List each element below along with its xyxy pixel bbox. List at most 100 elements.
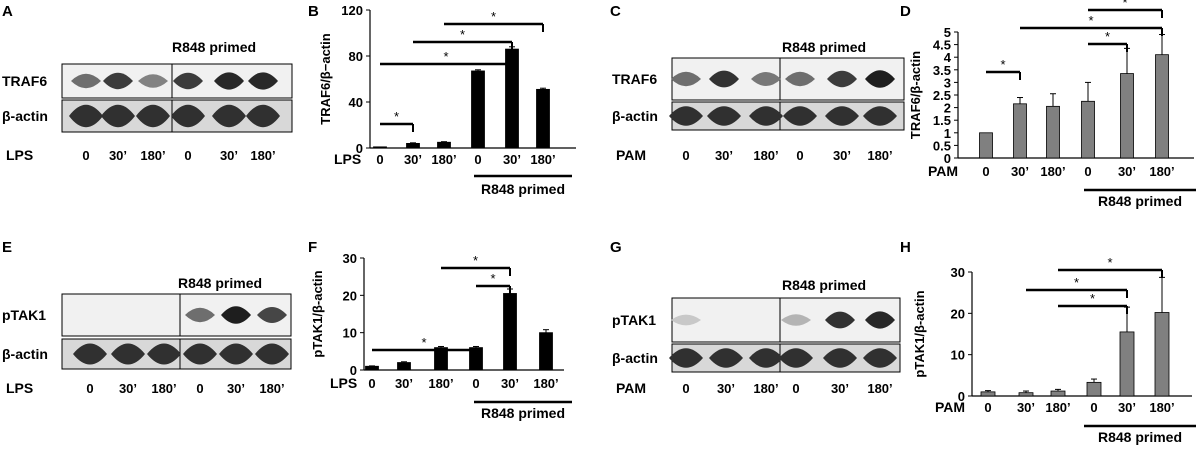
- bar: [406, 142, 420, 149]
- y-tick-label: 2.5: [933, 88, 951, 103]
- target-band: [173, 72, 203, 90]
- blot-lane-label: 180’: [867, 381, 892, 396]
- blot-lane-label: 30’: [220, 148, 238, 163]
- target-band: [865, 70, 895, 88]
- beta-actin-band: [825, 106, 859, 126]
- bar: [1018, 392, 1034, 397]
- bar: [365, 365, 379, 371]
- y-tick-label: 20: [951, 306, 965, 321]
- y-tick-label: 3: [944, 75, 951, 90]
- bar: [397, 362, 411, 371]
- significance-star: *: [473, 253, 478, 268]
- y-tick-label: 0: [350, 363, 357, 378]
- target-band: [185, 307, 215, 323]
- blot-lane-label: 30’: [715, 148, 733, 163]
- x-tick-label: 30’: [1011, 164, 1029, 179]
- significance-star: *: [1107, 255, 1112, 270]
- panel-letter-d: D: [900, 3, 911, 20]
- significance-star: *: [460, 27, 465, 42]
- primed-group-label: R848 primed: [1098, 193, 1182, 209]
- blot-target-label: pTAK1: [612, 312, 656, 328]
- bar: [437, 141, 451, 149]
- blot-stimulus-label: LPS: [6, 147, 33, 163]
- blot-lane-label: 180’: [753, 148, 778, 163]
- beta-actin-band: [863, 348, 897, 368]
- blot-lane-label: 180’: [250, 148, 275, 163]
- blot-lane-label: 30’: [119, 381, 137, 396]
- y-tick-label: 0: [944, 151, 951, 166]
- beta-actin-band: [246, 104, 280, 128]
- target-band: [257, 307, 287, 323]
- bar: [1046, 105, 1060, 159]
- x-tick-label: 180’: [533, 376, 558, 391]
- beta-actin-band: [136, 104, 170, 128]
- blot-lane-label: 30’: [831, 381, 849, 396]
- blot-primed-label: R848 primed: [782, 277, 866, 293]
- beta-actin-band: [669, 348, 703, 368]
- bar: [980, 391, 996, 397]
- x-tick-label: 0: [472, 376, 479, 391]
- beta-actin-band: [219, 343, 253, 365]
- blot-beta-actin-label: β-actin: [612, 350, 658, 366]
- y-tick-label: 40: [349, 95, 363, 110]
- panel-letter-a: A: [2, 3, 13, 20]
- panel-letter-b: B: [308, 3, 319, 20]
- beta-actin-band: [749, 106, 783, 126]
- blot-primed-label: R848 primed: [178, 275, 262, 291]
- blot-primed-label: R848 primed: [172, 39, 256, 55]
- blot-target-label: TRAF6: [2, 73, 47, 89]
- beta-actin-band: [69, 104, 103, 128]
- x-tick-label: 180’: [1045, 400, 1070, 415]
- beta-actin-band: [783, 106, 817, 126]
- blot-lane-label: 0: [196, 381, 203, 396]
- x-tick-label: 180’: [1149, 164, 1174, 179]
- blot-lane-label: 180’: [140, 148, 165, 163]
- blot-lane-label: 180’: [867, 148, 892, 163]
- beta-actin-band: [779, 348, 813, 368]
- beta-actin-band: [669, 106, 703, 126]
- blot-target-label: TRAF6: [612, 71, 657, 87]
- x-tick-label: 180’: [431, 152, 456, 167]
- bar: [373, 146, 387, 149]
- bar: [1013, 103, 1027, 159]
- panel-letter-h: H: [900, 239, 911, 256]
- x-tick-label: 30’: [404, 152, 422, 167]
- blot-lane-label: 30’: [833, 148, 851, 163]
- beta-actin-band: [73, 343, 107, 365]
- blot-lane-label: 0: [184, 148, 191, 163]
- panel-letter-c: C: [610, 3, 621, 20]
- x-tick-label: 180’: [1149, 400, 1174, 415]
- beta-actin-band: [863, 106, 897, 126]
- blot-stimulus-label: PAM: [616, 380, 646, 396]
- beta-actin-band: [707, 106, 741, 126]
- bar: [1119, 331, 1135, 397]
- y-tick-label: 30: [951, 265, 965, 280]
- x-tick-label: 0: [1090, 400, 1097, 415]
- bar: [1120, 73, 1134, 159]
- blot-lane-label: 0: [682, 381, 689, 396]
- significance-star: *: [1074, 275, 1079, 290]
- x-tick-label: 180’: [428, 376, 453, 391]
- x-stimulus-label: LPS: [330, 375, 357, 391]
- bar: [536, 88, 550, 149]
- blot-beta-actin-label: β-actin: [2, 346, 48, 362]
- significance-star: *: [443, 49, 448, 64]
- panel-letter-e: E: [2, 239, 12, 256]
- x-tick-label: 30’: [1118, 400, 1136, 415]
- blot-lane-label: 0: [796, 148, 803, 163]
- bar: [1050, 390, 1066, 397]
- significance-star: *: [394, 109, 399, 124]
- blot-beta-actin-label: β-actin: [2, 108, 48, 124]
- x-tick-label: 30’: [503, 152, 521, 167]
- x-tick-label: 180’: [530, 152, 555, 167]
- target-band: [709, 70, 739, 88]
- y-tick-label: 0.5: [933, 138, 951, 153]
- bar: [471, 70, 485, 149]
- target-band: [214, 72, 244, 90]
- y-axis-label: pTAK1/β-actin: [310, 270, 325, 357]
- primed-group-label: R848 primed: [481, 405, 565, 421]
